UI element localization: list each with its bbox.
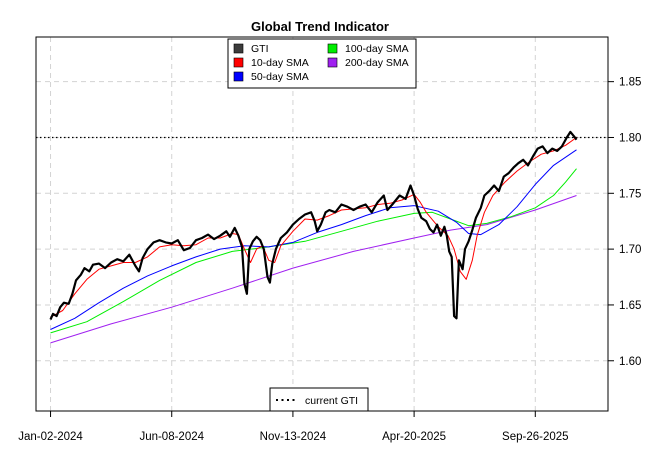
legend-label-100-day-sma: 100-day SMA — [345, 43, 409, 55]
x-tick-label: Apr-20-2025 — [382, 431, 446, 443]
legend-swatch-10-day-sma — [233, 57, 244, 68]
legend-label-10-day-sma: 10-day SMA — [251, 57, 309, 69]
legend: GTI 10-day SMA 50-day SMA 100-day SMA 20… — [227, 38, 417, 89]
y-tick-label: 1.80 — [619, 132, 641, 144]
legend-swatch-200-day-sma — [327, 57, 338, 68]
x-tick-label: Jan-02-2024 — [18, 431, 83, 443]
legend-swatch-100-day-sma — [327, 43, 338, 54]
y-tick-label: 1.70 — [619, 244, 641, 256]
series-group — [49, 130, 578, 344]
legend-label-200-day-sma: 200-day SMA — [345, 57, 409, 69]
reference-legend-box — [269, 387, 369, 412]
x-tick-label: Sep-26-2025 — [502, 431, 569, 443]
legend-label-50-day-sma: 50-day SMA — [251, 71, 309, 83]
reference-legend-label: current GTI — [305, 395, 358, 407]
x-axis: Jan-02-2024 Jun-08-2024 Nov-13-2024 Apr-20-… — [18, 411, 569, 443]
legend-box — [227, 38, 417, 89]
y-tick-label: 1.60 — [619, 356, 641, 368]
series-line-200-day-sma — [50, 195, 577, 344]
series-line-gti — [49, 130, 578, 320]
series-line-100-day-sma — [50, 168, 577, 334]
legend-swatch-50-day-sma — [233, 71, 244, 82]
chart-title: Global Trend Indicator — [251, 19, 389, 34]
y-tick-label: 1.85 — [619, 77, 641, 89]
x-tick-label: Jun-08-2024 — [139, 431, 204, 443]
series-line-10-day-sma — [50, 137, 577, 318]
legend-label-gti: GTI — [251, 43, 269, 55]
y-axis: 1.60 1.65 1.70 1.75 1.80 1.85 — [608, 77, 641, 368]
y-tick-label: 1.75 — [619, 188, 641, 200]
series-line-50-day-sma — [50, 149, 577, 330]
y-tick-label: 1.65 — [619, 300, 641, 312]
legend-swatch-gti — [233, 43, 244, 54]
reference-legend: current GTI — [269, 387, 369, 412]
x-tick-label: Nov-13-2024 — [260, 431, 327, 443]
